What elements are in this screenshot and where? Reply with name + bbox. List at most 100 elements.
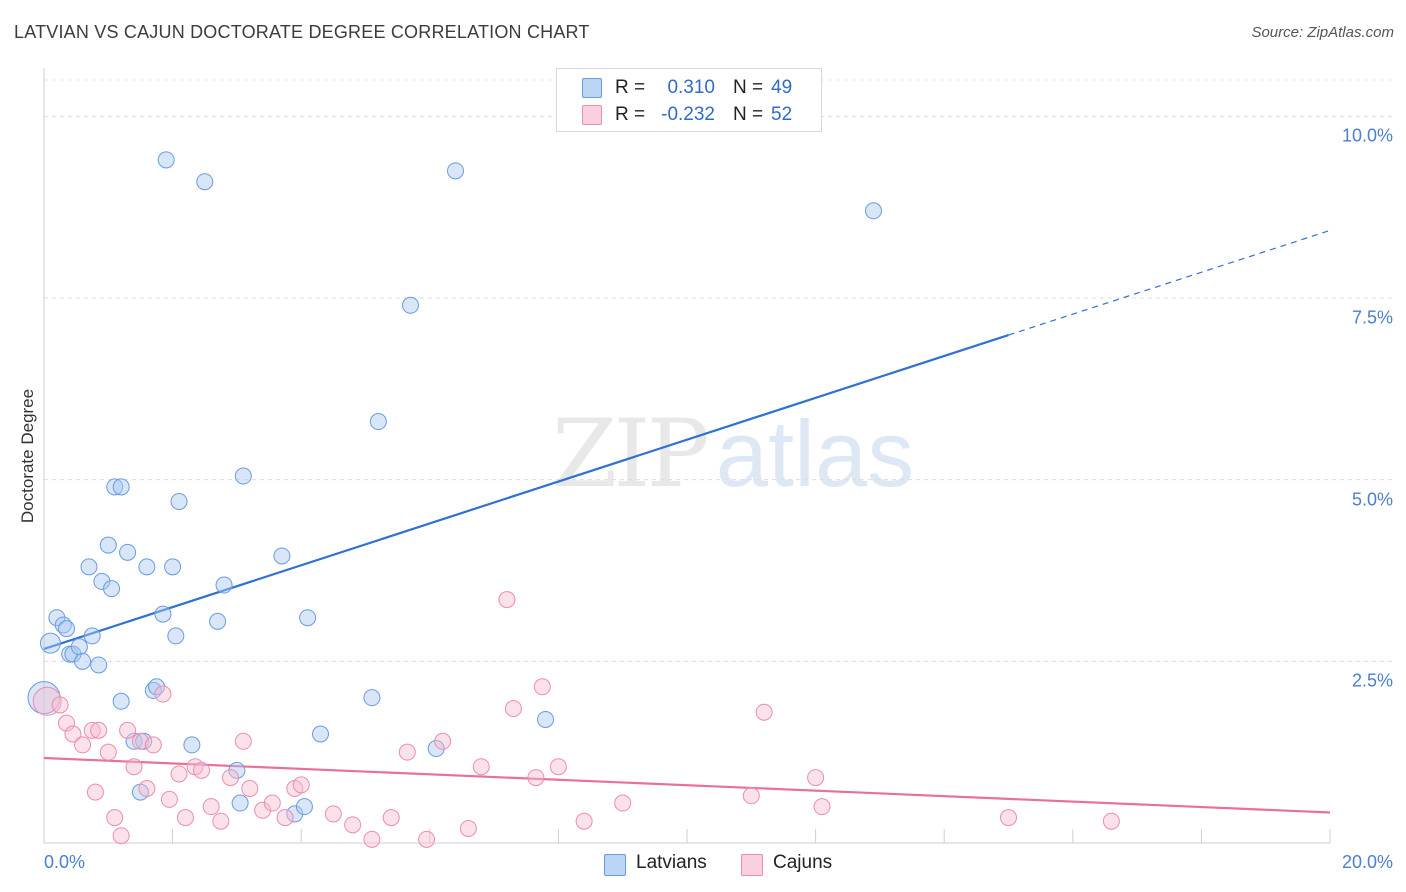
stats-box: R = 0.310 N = 49 R = -0.232 N = 52 xyxy=(556,68,822,132)
cajuns-point xyxy=(160,790,178,808)
latvians-point xyxy=(106,478,124,496)
r-value: 0.310 xyxy=(667,77,715,98)
latvians-point xyxy=(74,652,92,670)
cajuns-point xyxy=(212,812,230,830)
latvians-point xyxy=(164,558,182,576)
latvians-trend-extension xyxy=(1008,229,1331,336)
latvians-point xyxy=(273,547,291,565)
latvians-point xyxy=(209,612,227,630)
cajuns-point xyxy=(138,780,156,797)
cajuns-point xyxy=(498,591,516,609)
stats-row-latvians: R = 0.310 N = 49 xyxy=(557,74,821,100)
cajuns-point xyxy=(434,732,452,750)
cajuns-point xyxy=(99,743,117,761)
latvians-point xyxy=(157,151,175,169)
x-tick-label-min: 0.0% xyxy=(44,852,86,872)
cajuns-point xyxy=(527,769,545,787)
latvians-point xyxy=(58,620,76,638)
y-tick-label: 7.5% xyxy=(1351,307,1393,328)
cajuns-point xyxy=(154,685,172,703)
n-value: 49 xyxy=(771,77,793,98)
cajuns-point xyxy=(614,794,632,812)
latvians-point xyxy=(103,580,121,598)
y-tick-label: 10.0% xyxy=(1341,125,1393,146)
latvians-point xyxy=(48,609,66,627)
y-tick-label: 5.0% xyxy=(1351,489,1393,510)
r-label: R = xyxy=(615,104,646,125)
source-label: Source: ZipAtlas.com xyxy=(1251,24,1394,41)
cajuns-point xyxy=(575,812,593,830)
cajuns-point xyxy=(83,721,101,739)
cajuns-point xyxy=(221,769,239,787)
cajuns-point xyxy=(292,776,310,794)
cajuns-point xyxy=(234,732,252,750)
cajuns-point xyxy=(202,798,220,816)
latvians-point xyxy=(93,572,111,590)
latvians-point xyxy=(234,467,252,485)
cajuns-point xyxy=(119,721,137,739)
latvians-point xyxy=(196,173,214,191)
cajuns-point xyxy=(170,765,188,783)
n-label: N = xyxy=(733,104,764,125)
latvians-point xyxy=(90,656,108,674)
cajuns-point xyxy=(324,805,342,823)
n-value: 52 xyxy=(771,104,793,125)
r-value: -0.232 xyxy=(661,104,715,125)
cajuns-point xyxy=(106,809,124,827)
legend-latvians-label: Latvians xyxy=(636,852,707,873)
cajuns-point xyxy=(472,758,490,776)
cajuns-point xyxy=(742,787,760,805)
cajuns-point xyxy=(344,816,362,834)
watermark-zip: ZIP xyxy=(552,400,710,509)
cajuns-point xyxy=(1102,812,1120,830)
chart-title: LATVIAN VS CAJUN DOCTORATE DEGREE CORREL… xyxy=(14,22,590,42)
latvians-point xyxy=(427,740,445,758)
cajuns-point xyxy=(1000,809,1017,827)
cajuns-point xyxy=(755,703,773,721)
cajuns-point xyxy=(90,721,108,739)
latvians-point xyxy=(311,725,329,743)
latvians-trend-line xyxy=(43,334,1009,651)
latvians-point xyxy=(215,576,233,594)
latvians-point xyxy=(864,202,882,220)
latvians-point xyxy=(170,492,188,510)
cajuns-point xyxy=(32,686,62,716)
cajuns-point xyxy=(813,798,831,816)
cajuns-point xyxy=(533,678,551,696)
latvians-point xyxy=(228,761,246,779)
latvians-point xyxy=(64,645,82,663)
latvians-point xyxy=(112,692,130,710)
cajuns-point xyxy=(144,736,162,754)
latvians-point xyxy=(148,678,166,696)
cajuns-point xyxy=(176,809,194,827)
x-tick-label-max: 20.0% xyxy=(1341,852,1393,872)
cajuns-point xyxy=(241,780,259,797)
cajuns-trend-line xyxy=(43,756,1331,814)
cajuns-point xyxy=(418,830,436,848)
legend-latvians-swatch xyxy=(604,854,626,876)
cajuns-point xyxy=(807,769,825,787)
cajuns-points xyxy=(32,591,1120,848)
trend-lines xyxy=(43,229,1331,814)
legend-cajuns-label: Cajuns xyxy=(773,852,833,873)
r-label: R = xyxy=(615,77,646,98)
cajuns-point xyxy=(398,743,416,761)
y-axis-label: Doctorate Degree xyxy=(18,388,37,524)
cajuns-point xyxy=(64,725,82,743)
latvians-point xyxy=(369,413,387,431)
latvians-point xyxy=(295,798,313,816)
cajuns-point xyxy=(459,819,477,837)
latvians-point xyxy=(80,558,98,576)
cajuns-point xyxy=(193,761,211,779)
cajuns-point xyxy=(549,758,567,776)
cajuns-point xyxy=(254,801,272,819)
cajuns-point xyxy=(51,696,69,714)
latvians-point xyxy=(39,632,61,654)
cajuns-point xyxy=(276,809,294,827)
latvians-swatch xyxy=(582,78,602,98)
latvians-point xyxy=(537,710,555,728)
cajuns-swatch xyxy=(582,105,602,125)
latvians-point xyxy=(138,558,156,576)
latvians-point xyxy=(99,536,117,554)
